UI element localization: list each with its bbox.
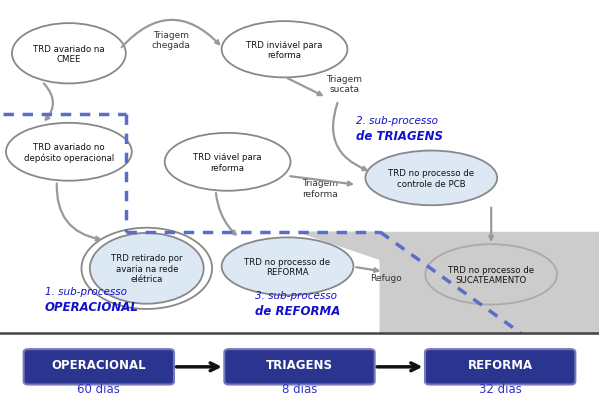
Ellipse shape <box>6 124 132 181</box>
Text: OPERACIONAL: OPERACIONAL <box>52 358 146 371</box>
Text: TRD retirado por
avaria na rede
elétrica: TRD retirado por avaria na rede elétrica <box>111 254 183 284</box>
Text: 2. sub-processo: 2. sub-processo <box>356 116 438 126</box>
Text: TRD avariado no
depósito operacional: TRD avariado no depósito operacional <box>24 142 114 162</box>
Ellipse shape <box>12 24 126 84</box>
Text: 3. sub-processo: 3. sub-processo <box>255 291 337 300</box>
FancyArrowPatch shape <box>122 21 219 48</box>
Text: TRD viável para
reforma: TRD viável para reforma <box>193 153 262 172</box>
Text: Triagem
reforma: Triagem reforma <box>302 179 338 198</box>
Text: TRD no processo de
controle de PCB: TRD no processo de controle de PCB <box>388 169 474 188</box>
FancyArrowPatch shape <box>291 177 352 186</box>
Text: TRD avariado na
CMEE: TRD avariado na CMEE <box>33 45 105 64</box>
Text: TRD no processo de
REFORMA: TRD no processo de REFORMA <box>244 257 331 276</box>
FancyArrowPatch shape <box>216 194 235 235</box>
Text: Refugo: Refugo <box>370 273 403 282</box>
Ellipse shape <box>165 134 291 191</box>
Ellipse shape <box>425 245 557 305</box>
FancyArrowPatch shape <box>377 363 419 371</box>
FancyBboxPatch shape <box>24 349 174 385</box>
Ellipse shape <box>90 233 204 304</box>
FancyArrowPatch shape <box>356 267 378 272</box>
FancyArrowPatch shape <box>288 79 322 96</box>
FancyArrowPatch shape <box>333 104 367 171</box>
Polygon shape <box>380 233 599 334</box>
Ellipse shape <box>222 238 353 296</box>
FancyArrowPatch shape <box>44 84 53 120</box>
Text: 32 dias: 32 dias <box>479 383 522 395</box>
Text: TRD no processo de
SUCATEAMENTO: TRD no processo de SUCATEAMENTO <box>448 265 534 284</box>
Text: Triagem
chegada: Triagem chegada <box>152 30 190 50</box>
Ellipse shape <box>222 22 347 78</box>
FancyArrowPatch shape <box>177 363 218 371</box>
Text: 8 dias: 8 dias <box>282 383 317 395</box>
FancyArrowPatch shape <box>57 184 99 241</box>
Polygon shape <box>300 233 599 334</box>
Text: de TRIAGENS: de TRIAGENS <box>356 130 443 143</box>
FancyBboxPatch shape <box>425 349 576 385</box>
Text: TRIAGENS: TRIAGENS <box>266 358 333 371</box>
Text: 60 dias: 60 dias <box>77 383 120 395</box>
Ellipse shape <box>365 151 497 206</box>
Text: OPERACIONAL: OPERACIONAL <box>45 300 139 313</box>
Text: Triagem
sucata: Triagem sucata <box>326 75 362 94</box>
Text: 1. sub-processo: 1. sub-processo <box>45 287 127 296</box>
Text: REFORMA: REFORMA <box>468 358 533 371</box>
Text: TRD inviável para
reforma: TRD inviável para reforma <box>246 41 323 60</box>
Text: de REFORMA: de REFORMA <box>255 304 340 317</box>
FancyArrowPatch shape <box>489 208 493 240</box>
Polygon shape <box>380 233 599 334</box>
FancyBboxPatch shape <box>224 349 375 385</box>
